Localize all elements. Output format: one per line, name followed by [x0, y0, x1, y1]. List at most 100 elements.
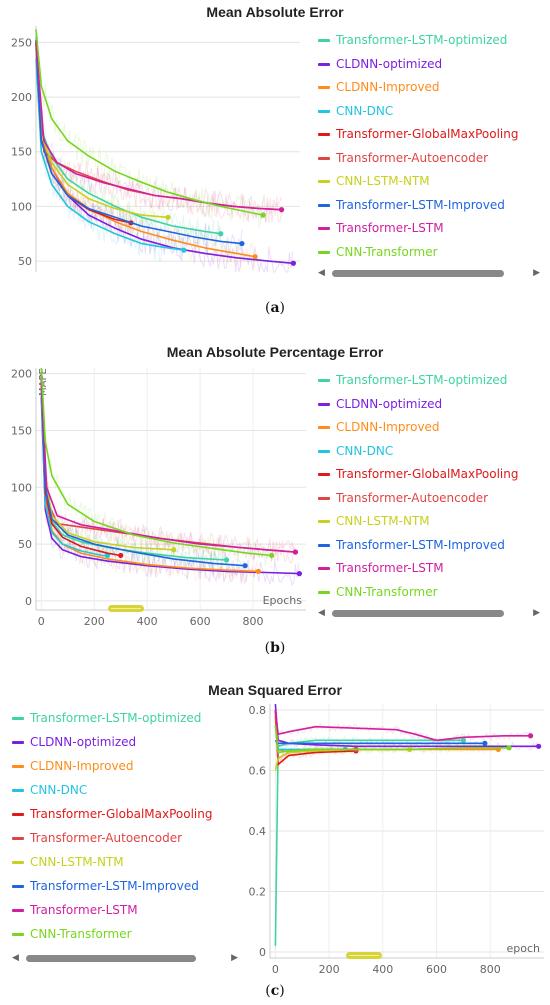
series-end-marker[interactable] [460, 737, 467, 743]
series-end-marker[interactable] [165, 214, 171, 220]
scroll-left-icon[interactable]: ◀ [318, 268, 325, 278]
series-line[interactable] [35, 58, 184, 251]
scroll-left-icon[interactable]: ◀ [318, 608, 325, 618]
series-line[interactable] [40, 367, 272, 557]
series-line[interactable] [274, 748, 410, 771]
legend-item[interactable]: CNN-Transformer [318, 245, 438, 259]
series-end-marker[interactable] [536, 743, 542, 749]
legend-swatch [318, 250, 330, 254]
series-line[interactable] [35, 44, 282, 211]
series-end-marker[interactable] [482, 740, 488, 746]
series-line[interactable] [40, 373, 246, 567]
series-line[interactable] [40, 379, 296, 553]
series-line[interactable] [40, 375, 296, 553]
series-end-marker[interactable] [268, 552, 275, 559]
legend-item[interactable]: Transformer-LSTM-optimized [318, 33, 507, 47]
legend-item[interactable]: Transformer-Autoencoder [318, 151, 488, 165]
series-line[interactable] [274, 725, 510, 754]
legend-item[interactable]: Transformer-LSTM [318, 561, 444, 575]
legend-item[interactable]: CNN-Transformer [318, 585, 438, 599]
x-tick-label: 800 [480, 963, 501, 976]
scroll-left-icon[interactable]: ◀ [12, 953, 19, 963]
legend-label: CLDNN-Improved [30, 759, 134, 773]
series-line[interactable] [274, 703, 539, 748]
legend-item[interactable]: CLDNN-Improved [12, 759, 134, 773]
series-line[interactable] [274, 739, 464, 946]
series-raw-trace [40, 391, 296, 564]
legend-item[interactable]: CNN-LSTM-NTM [318, 174, 430, 188]
legend-item[interactable]: CLDNN-Improved [318, 420, 440, 434]
series-end-marker[interactable] [292, 549, 299, 555]
series-end-marker[interactable] [171, 547, 177, 553]
legend-mse: Transformer-LSTM-optimized CLDNN-optimize… [12, 711, 248, 951]
scroll-thumb[interactable] [332, 610, 504, 617]
series-end-marker[interactable] [239, 240, 245, 247]
legend-scrollbar-mape[interactable]: ◀ ▶ [318, 608, 540, 618]
legend-item[interactable]: Transformer-LSTM [318, 221, 444, 235]
series-line[interactable] [274, 709, 531, 742]
x-tick-label: 0 [272, 963, 279, 976]
legend-item[interactable]: CNN-DNC [12, 783, 87, 797]
scroll-right-icon[interactable]: ▶ [533, 268, 540, 278]
scroll-thumb[interactable] [26, 955, 196, 962]
legend-item[interactable]: Transformer-GlobalMaxPooling [318, 127, 518, 141]
series-end-marker[interactable] [223, 557, 230, 563]
series-line[interactable] [40, 379, 121, 557]
panel-mse: Mean Squared Error Transformer-LSTM-opti… [0, 678, 550, 1005]
legend-item[interactable]: Transformer-GlobalMaxPooling [318, 467, 518, 481]
series-line[interactable] [40, 384, 259, 573]
series-end-marker[interactable] [296, 571, 302, 577]
legend-label: Transformer-Autoencoder [336, 150, 489, 165]
legend-item[interactable]: Transformer-LSTM-optimized [318, 373, 507, 387]
series-line[interactable] [40, 390, 108, 557]
series-end-marker[interactable] [260, 212, 266, 218]
legend-item[interactable]: Transformer-LSTM-Improved [12, 879, 199, 893]
series-end-marker[interactable] [278, 207, 285, 213]
series-line[interactable] [35, 36, 221, 235]
scroll-thumb[interactable] [332, 270, 504, 277]
chart-title-mape: Mean Absolute Percentage Error [166, 344, 384, 360]
legend-swatch [12, 765, 24, 768]
series-end-marker[interactable] [181, 247, 187, 253]
legend-item[interactable]: Transformer-Autoencoder [12, 831, 182, 845]
legend-item[interactable]: CNN-LSTM-NTM [12, 855, 124, 869]
series-line[interactable] [40, 396, 300, 575]
legend-item[interactable]: CNN-DNC [318, 104, 393, 118]
series-end-marker[interactable] [242, 563, 248, 569]
legend-item[interactable]: CLDNN-Improved [318, 80, 440, 94]
legend-item[interactable]: Transformer-LSTM-optimized [12, 711, 201, 725]
series-end-marker[interactable] [255, 568, 261, 574]
y-tick-label: 0 [25, 595, 32, 608]
legend-item[interactable]: Transformer-LSTM [12, 903, 138, 917]
legend-item[interactable]: Transformer-LSTM-Improved [318, 198, 505, 212]
legend-label: Transformer-LSTM [336, 561, 444, 575]
legend-scrollbar-mae[interactable]: ◀ ▶ [318, 268, 540, 278]
chart-title-mae: Mean Absolute Error [206, 4, 344, 20]
x-tick-label: 200 [319, 963, 340, 976]
legend-scrollbar-mse[interactable]: ◀ ▶ [12, 953, 238, 963]
legend-swatch [318, 402, 330, 406]
series-end-marker[interactable] [118, 552, 124, 559]
series-raw-trace [274, 737, 486, 749]
series-end-marker[interactable] [290, 260, 296, 266]
series-line[interactable] [35, 42, 242, 245]
series-line[interactable] [35, 29, 264, 216]
legend-item[interactable]: Transformer-GlobalMaxPooling [12, 807, 212, 821]
legend-item[interactable]: Transformer-Autoencoder [318, 491, 488, 505]
legend-item[interactable]: CLDNN-optimized [318, 397, 442, 411]
scroll-right-icon[interactable]: ▶ [533, 608, 540, 618]
series-line[interactable] [35, 42, 282, 211]
legend-item[interactable]: CLDNN-optimized [12, 735, 136, 749]
scroll-right-icon[interactable]: ▶ [231, 953, 238, 963]
series-line[interactable] [35, 47, 256, 258]
legend-item[interactable]: CNN-DNC [318, 444, 393, 458]
series-end-marker[interactable] [506, 745, 512, 751]
legend-item[interactable]: CNN-Transformer [12, 927, 132, 941]
series-end-marker[interactable] [218, 231, 224, 237]
legend-item[interactable]: CLDNN-optimized [318, 57, 442, 71]
series-end-marker[interactable] [252, 254, 258, 260]
series-line[interactable] [274, 739, 485, 745]
legend-item[interactable]: Transformer-LSTM-Improved [318, 538, 505, 552]
series-end-marker[interactable] [527, 733, 534, 739]
legend-item[interactable]: CNN-LSTM-NTM [318, 514, 430, 528]
